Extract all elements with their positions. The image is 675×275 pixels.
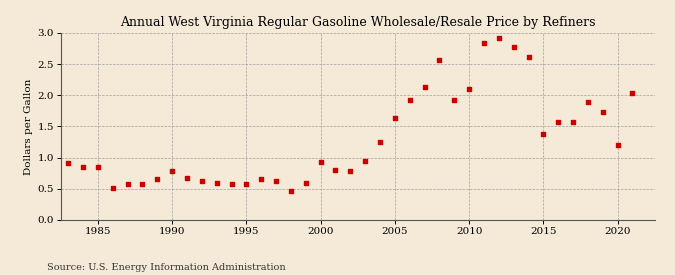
Point — [271, 179, 281, 183]
Point — [196, 178, 207, 183]
Point — [182, 175, 192, 180]
Point — [78, 165, 88, 169]
Point — [152, 177, 163, 182]
Title: Annual West Virginia Regular Gasoline Wholesale/Resale Price by Refiners: Annual West Virginia Regular Gasoline Wh… — [120, 16, 595, 29]
Y-axis label: Dollars per Gallon: Dollars per Gallon — [24, 78, 33, 175]
Point — [122, 182, 133, 187]
Point — [256, 177, 267, 182]
Point — [449, 98, 460, 102]
Point — [479, 41, 489, 45]
Point — [241, 182, 252, 186]
Point — [627, 91, 638, 95]
Point — [360, 159, 371, 163]
Point — [583, 100, 593, 104]
Point — [553, 119, 564, 124]
Point — [375, 140, 385, 144]
Point — [464, 87, 475, 91]
Point — [226, 182, 237, 187]
Point — [404, 98, 415, 102]
Point — [286, 188, 296, 193]
Point — [493, 36, 504, 40]
Point — [523, 54, 534, 59]
Point — [508, 45, 519, 49]
Point — [211, 180, 222, 185]
Point — [538, 132, 549, 136]
Point — [107, 185, 118, 190]
Point — [389, 116, 400, 121]
Point — [92, 165, 103, 169]
Point — [434, 57, 445, 62]
Point — [345, 169, 356, 173]
Point — [315, 160, 326, 164]
Text: Source: U.S. Energy Information Administration: Source: U.S. Energy Information Administ… — [47, 263, 286, 272]
Point — [597, 109, 608, 114]
Point — [300, 180, 311, 185]
Point — [167, 169, 178, 174]
Point — [419, 84, 430, 89]
Point — [612, 143, 623, 147]
Point — [568, 120, 578, 124]
Point — [330, 168, 341, 172]
Point — [63, 160, 74, 165]
Point — [137, 182, 148, 187]
